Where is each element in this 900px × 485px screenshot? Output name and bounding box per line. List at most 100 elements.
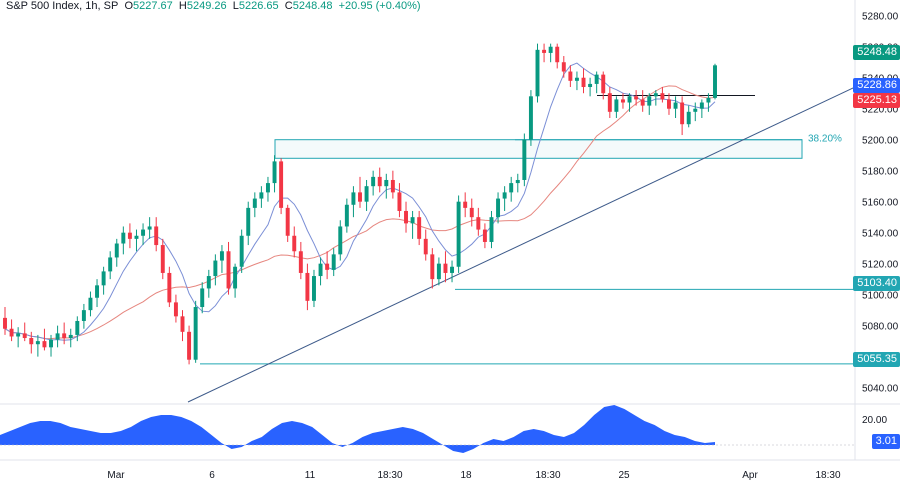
y-tick-label: 5160.00 bbox=[862, 198, 899, 209]
candle-body bbox=[68, 334, 73, 339]
candle-body bbox=[410, 217, 415, 224]
candle-body bbox=[252, 198, 257, 208]
candle-body bbox=[528, 96, 533, 140]
candle-body bbox=[561, 62, 566, 72]
low-label: L bbox=[232, 0, 239, 12]
osc-tick-label: 20.00 bbox=[862, 415, 887, 426]
candle-body bbox=[246, 207, 251, 236]
y-tick-label: 5040.00 bbox=[862, 384, 899, 395]
x-tick-label: 18 bbox=[460, 470, 472, 481]
candle-body bbox=[548, 46, 553, 53]
fib-level-label: 38.20% bbox=[808, 134, 842, 145]
candle-body bbox=[265, 183, 270, 193]
y-tick-label: 5120.00 bbox=[862, 260, 899, 271]
candle-body bbox=[16, 333, 21, 337]
candle-body bbox=[660, 93, 665, 100]
candle-body bbox=[193, 307, 198, 360]
candle-body bbox=[673, 102, 678, 109]
candle-body bbox=[634, 96, 639, 100]
candle-body bbox=[259, 192, 264, 199]
candle-body bbox=[607, 93, 612, 112]
candle-body bbox=[127, 232, 132, 239]
candle-body bbox=[108, 257, 113, 272]
candle-body bbox=[417, 217, 422, 239]
candle-body bbox=[443, 263, 448, 273]
candle-body bbox=[601, 74, 606, 94]
chart-header: S&P 500 Index, 1h, SP O5227.67 H5249.26 … bbox=[6, 0, 421, 12]
candle-body bbox=[279, 161, 284, 208]
candle-body bbox=[686, 111, 691, 125]
candle-body bbox=[463, 201, 468, 208]
y-tick-label: 5220.00 bbox=[862, 105, 899, 116]
candle-body bbox=[344, 204, 349, 227]
candle-body bbox=[75, 320, 80, 335]
candle-body bbox=[377, 176, 382, 187]
candle-body bbox=[384, 179, 389, 187]
x-tick-label: Apr bbox=[742, 470, 758, 481]
candle-body bbox=[404, 210, 408, 224]
candle-body bbox=[351, 192, 356, 205]
candle-body bbox=[272, 161, 277, 184]
candle-body bbox=[515, 179, 520, 184]
candle-body bbox=[588, 83, 593, 88]
x-tick-label: 6 bbox=[209, 470, 215, 481]
candle-body bbox=[49, 339, 53, 348]
candle-body bbox=[298, 251, 303, 273]
candle-body bbox=[476, 217, 481, 230]
candle-body bbox=[81, 310, 86, 321]
high-value: 5249.26 bbox=[186, 0, 227, 12]
candle-body bbox=[614, 99, 619, 112]
candle-body bbox=[371, 176, 376, 187]
close-value: 5248.48 bbox=[292, 0, 333, 12]
candle-body bbox=[147, 226, 152, 230]
candle-body bbox=[620, 99, 625, 103]
candle-body bbox=[233, 266, 238, 289]
candle-body bbox=[95, 285, 100, 298]
candle-body bbox=[154, 226, 159, 246]
change-value: +20.95 (+0.40%) bbox=[338, 0, 421, 12]
candle-body bbox=[706, 97, 711, 103]
candle-body bbox=[482, 229, 487, 242]
y-tick-label: 5280.00 bbox=[862, 12, 899, 23]
candle-body bbox=[312, 276, 316, 301]
candle-body bbox=[693, 108, 698, 112]
candle-body bbox=[430, 254, 435, 280]
candle-body bbox=[338, 226, 343, 255]
candle-body bbox=[3, 317, 7, 329]
candle-body bbox=[450, 266, 455, 273]
candle-body bbox=[141, 229, 146, 236]
candle-body bbox=[226, 251, 231, 289]
close-label: C bbox=[284, 0, 293, 12]
candle-body bbox=[699, 102, 704, 109]
candle-body bbox=[496, 198, 501, 218]
candle-body bbox=[574, 77, 579, 81]
candle-body bbox=[627, 96, 632, 103]
candle-body bbox=[502, 192, 507, 199]
candle-body bbox=[121, 232, 126, 244]
candle-body bbox=[200, 288, 205, 308]
candle-body bbox=[173, 302, 178, 317]
candle-body bbox=[101, 271, 106, 286]
candle-body bbox=[390, 179, 395, 193]
price-tag-high: 5228.86 bbox=[853, 78, 900, 93]
candle-body bbox=[206, 276, 211, 289]
candle-body bbox=[180, 316, 185, 332]
x-tick-label: 25 bbox=[618, 470, 630, 481]
candle-body bbox=[305, 272, 310, 301]
candle-body bbox=[358, 192, 362, 202]
candle-body bbox=[55, 333, 60, 340]
candle-body bbox=[22, 333, 27, 339]
candle-body bbox=[535, 49, 540, 97]
y-tick-label: 5200.00 bbox=[862, 136, 899, 147]
candle-body bbox=[213, 260, 218, 277]
candle-body bbox=[542, 49, 547, 53]
candle-body bbox=[489, 217, 494, 242]
price-tag-low: 5225.13 bbox=[853, 93, 900, 108]
y-tick-label: 5100.00 bbox=[862, 291, 899, 302]
candle-body bbox=[568, 71, 573, 81]
oscillator-value-tag: 3.01 bbox=[871, 434, 900, 449]
candle-body bbox=[423, 238, 428, 255]
candle-body bbox=[640, 99, 645, 106]
x-tick-label: 18:30 bbox=[815, 470, 840, 481]
